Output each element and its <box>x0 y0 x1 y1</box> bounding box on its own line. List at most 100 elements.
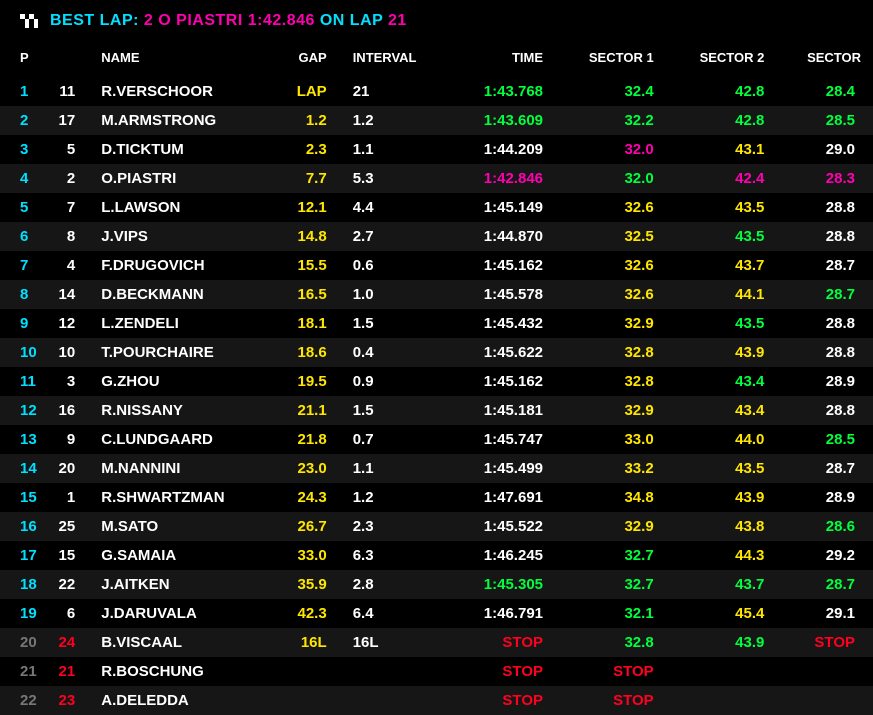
cell-interval: 5.3 <box>335 164 431 193</box>
cell-sector2: 44.3 <box>662 541 773 570</box>
cell-sector3: STOP <box>772 628 873 657</box>
cell-sector1: 32.4 <box>551 77 662 106</box>
cell-name: J.DARUVALA <box>93 599 269 628</box>
cell-position: 13 <box>0 425 45 454</box>
cell-interval: 0.4 <box>335 338 431 367</box>
cell-name: D.BECKMANN <box>93 280 269 309</box>
col-header-position[interactable]: P <box>0 40 45 77</box>
table-row[interactable]: 2024B.VISCAAL16L16LSTOP32.843.9STOP <box>0 628 873 657</box>
col-header-sector1[interactable]: SECTOR 1 <box>551 40 662 77</box>
cell-name: B.VISCAAL <box>93 628 269 657</box>
table-row[interactable]: 1715G.SAMAIA33.06.31:46.24532.744.329.2 <box>0 541 873 570</box>
table-row[interactable]: 1420M.NANNINI23.01.11:45.49933.243.528.7 <box>0 454 873 483</box>
cell-time: 1:45.499 <box>430 454 551 483</box>
table-row[interactable]: 1822J.AITKEN35.92.81:45.30532.743.728.7 <box>0 570 873 599</box>
cell-number: 17 <box>45 106 93 135</box>
cell-sector2: 42.4 <box>662 164 773 193</box>
table-row[interactable]: 1010T.POURCHAIRE18.60.41:45.62232.843.92… <box>0 338 873 367</box>
cell-interval: 1.2 <box>335 106 431 135</box>
cell-sector3: 28.8 <box>772 193 873 222</box>
cell-name: T.POURCHAIRE <box>93 338 269 367</box>
cell-sector2: 44.0 <box>662 425 773 454</box>
cell-interval: 2.3 <box>335 512 431 541</box>
cell-sector1: 32.7 <box>551 570 662 599</box>
cell-sector3: 28.7 <box>772 280 873 309</box>
cell-position: 18 <box>0 570 45 599</box>
cell-position: 14 <box>0 454 45 483</box>
cell-gap: 18.6 <box>269 338 334 367</box>
cell-time: 1:45.578 <box>430 280 551 309</box>
cell-name: R.VERSCHOOR <box>93 77 269 106</box>
cell-sector3: 29.0 <box>772 135 873 164</box>
cell-gap: 7.7 <box>269 164 334 193</box>
cell-name: M.SATO <box>93 512 269 541</box>
cell-name: M.NANNINI <box>93 454 269 483</box>
cell-position: 10 <box>0 338 45 367</box>
cell-sector2: 43.9 <box>662 483 773 512</box>
cell-gap: 24.3 <box>269 483 334 512</box>
cell-sector3: 28.9 <box>772 483 873 512</box>
cell-number: 15 <box>45 541 93 570</box>
cell-name: F.DRUGOVICH <box>93 251 269 280</box>
col-header-interval[interactable]: INTERVAL <box>335 40 431 77</box>
on-lap-number: 21 <box>388 12 407 29</box>
cell-number: 21 <box>45 657 93 686</box>
cell-gap: 16L <box>269 628 334 657</box>
cell-sector1: 32.6 <box>551 251 662 280</box>
cell-name: G.SAMAIA <box>93 541 269 570</box>
table-row[interactable]: 2223A.DELEDDASTOPSTOP <box>0 686 873 715</box>
col-header-name[interactable]: NAME <box>93 40 269 77</box>
table-row[interactable]: 111R.VERSCHOORLAP211:43.76832.442.828.4 <box>0 77 873 106</box>
cell-interval: 1.5 <box>335 309 431 338</box>
cell-interval: 1.1 <box>335 454 431 483</box>
cell-time: 1:46.791 <box>430 599 551 628</box>
table-row[interactable]: 139C.LUNDGAARD21.80.71:45.74733.044.028.… <box>0 425 873 454</box>
cell-name: L.ZENDELI <box>93 309 269 338</box>
cell-sector3: 28.5 <box>772 106 873 135</box>
table-row[interactable]: 68J.VIPS14.82.71:44.87032.543.528.8 <box>0 222 873 251</box>
cell-time: 1:45.162 <box>430 251 551 280</box>
table-row[interactable]: 151R.SHWARTZMAN24.31.21:47.69134.843.928… <box>0 483 873 512</box>
cell-sector2: 43.5 <box>662 222 773 251</box>
cell-time: 1:45.305 <box>430 570 551 599</box>
table-row[interactable]: 196J.DARUVALA42.36.41:46.79132.145.429.1 <box>0 599 873 628</box>
cell-interval: 1.5 <box>335 396 431 425</box>
cell-name: D.TICKTUM <box>93 135 269 164</box>
cell-sector1: STOP <box>551 686 662 715</box>
table-row[interactable]: 217M.ARMSTRONG1.21.21:43.60932.242.828.5 <box>0 106 873 135</box>
table-row[interactable]: 814D.BECKMANN16.51.01:45.57832.644.128.7 <box>0 280 873 309</box>
cell-sector2: 43.7 <box>662 251 773 280</box>
table-row[interactable]: 57L.LAWSON12.14.41:45.14932.643.528.8 <box>0 193 873 222</box>
cell-sector1: 32.0 <box>551 164 662 193</box>
table-row[interactable]: 35D.TICKTUM2.31.11:44.20932.043.129.0 <box>0 135 873 164</box>
cell-sector2: 43.9 <box>662 338 773 367</box>
cell-number: 24 <box>45 628 93 657</box>
table-row[interactable]: 1625M.SATO26.72.31:45.52232.943.828.6 <box>0 512 873 541</box>
table-row[interactable]: 42O.PIASTRI7.75.31:42.84632.042.428.3 <box>0 164 873 193</box>
cell-name: C.LUNDGAARD <box>93 425 269 454</box>
cell-number: 3 <box>45 367 93 396</box>
cell-position: 2 <box>0 106 45 135</box>
table-row[interactable]: 74F.DRUGOVICH15.50.61:45.16232.643.728.7 <box>0 251 873 280</box>
col-header-time[interactable]: TIME <box>430 40 551 77</box>
cell-gap: 26.7 <box>269 512 334 541</box>
table-row[interactable]: 113G.ZHOU19.50.91:45.16232.843.428.9 <box>0 367 873 396</box>
cell-time: STOP <box>430 686 551 715</box>
col-header-sector3[interactable]: SECTOR <box>772 40 873 77</box>
table-row[interactable]: 912L.ZENDELI18.11.51:45.43232.943.528.8 <box>0 309 873 338</box>
cell-sector2: 43.8 <box>662 512 773 541</box>
cell-sector3: 28.4 <box>772 77 873 106</box>
cell-gap: 14.8 <box>269 222 334 251</box>
table-header-row: P NAME GAP INTERVAL TIME SECTOR 1 SECTOR… <box>0 40 873 77</box>
col-header-gap[interactable]: GAP <box>269 40 334 77</box>
table-row[interactable]: 2121R.BOSCHUNGSTOPSTOP <box>0 657 873 686</box>
cell-sector1: 32.6 <box>551 280 662 309</box>
cell-time: STOP <box>430 628 551 657</box>
cell-interval: 1.0 <box>335 280 431 309</box>
cell-sector2: 43.7 <box>662 570 773 599</box>
col-header-sector2[interactable]: SECTOR 2 <box>662 40 773 77</box>
cell-number: 1 <box>45 483 93 512</box>
cell-sector2: 45.4 <box>662 599 773 628</box>
cell-sector2: 43.5 <box>662 193 773 222</box>
table-row[interactable]: 1216R.NISSANY21.11.51:45.18132.943.428.8 <box>0 396 873 425</box>
